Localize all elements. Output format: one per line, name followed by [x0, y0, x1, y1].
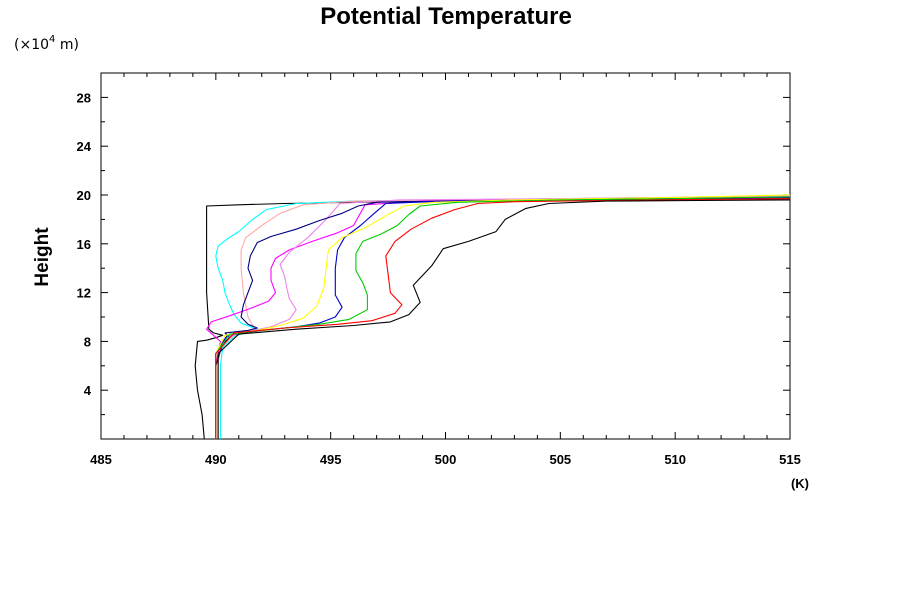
- y-unit-suffix: m): [55, 37, 79, 53]
- y-unit-exponent: 4: [49, 34, 55, 45]
- x-tick-label: 500: [435, 452, 457, 467]
- y-tick-label: 28: [77, 90, 91, 105]
- series-line-4: [206, 196, 791, 439]
- x-tick-label: 490: [205, 452, 227, 467]
- x-tick-label: 515: [779, 452, 801, 467]
- series-line-11: [217, 199, 791, 439]
- series-line-9: [215, 196, 791, 439]
- series-layer: [194, 194, 791, 440]
- y-tick-label: 16: [77, 237, 91, 252]
- series-line-6: [215, 196, 791, 439]
- y-unit-prefix: (×10: [14, 37, 49, 53]
- x-unit-label: (K): [791, 476, 809, 491]
- y-tick-label: 12: [77, 286, 91, 301]
- series-line-10: [215, 198, 791, 439]
- y-tick-label: 8: [84, 334, 91, 349]
- x-tick-labels: 485 490 495 500 505 510 515: [90, 452, 801, 467]
- x-tick-label: 485: [90, 452, 112, 467]
- series-line-2: [215, 195, 791, 439]
- y-tick-label: 4: [84, 383, 92, 398]
- series-line-8: [215, 194, 791, 439]
- y-tick-labels: 4 8 12 16 20 24 28: [77, 90, 92, 398]
- y-axis-label: Height: [32, 227, 53, 287]
- y-tick-label: 24: [77, 139, 92, 154]
- x-tick-label: 495: [320, 452, 342, 467]
- plot-frame: [100, 72, 791, 440]
- y-tick-label: 20: [77, 188, 91, 203]
- chart-title: Potential Temperature: [320, 3, 572, 30]
- axis-ticks: [100, 73, 791, 439]
- y-unit-label: (×104 m): [14, 34, 79, 53]
- series-line-1: [194, 198, 791, 440]
- x-tick-label: 505: [549, 452, 571, 467]
- series-line-5: [215, 195, 791, 439]
- x-tick-label: 510: [664, 452, 686, 467]
